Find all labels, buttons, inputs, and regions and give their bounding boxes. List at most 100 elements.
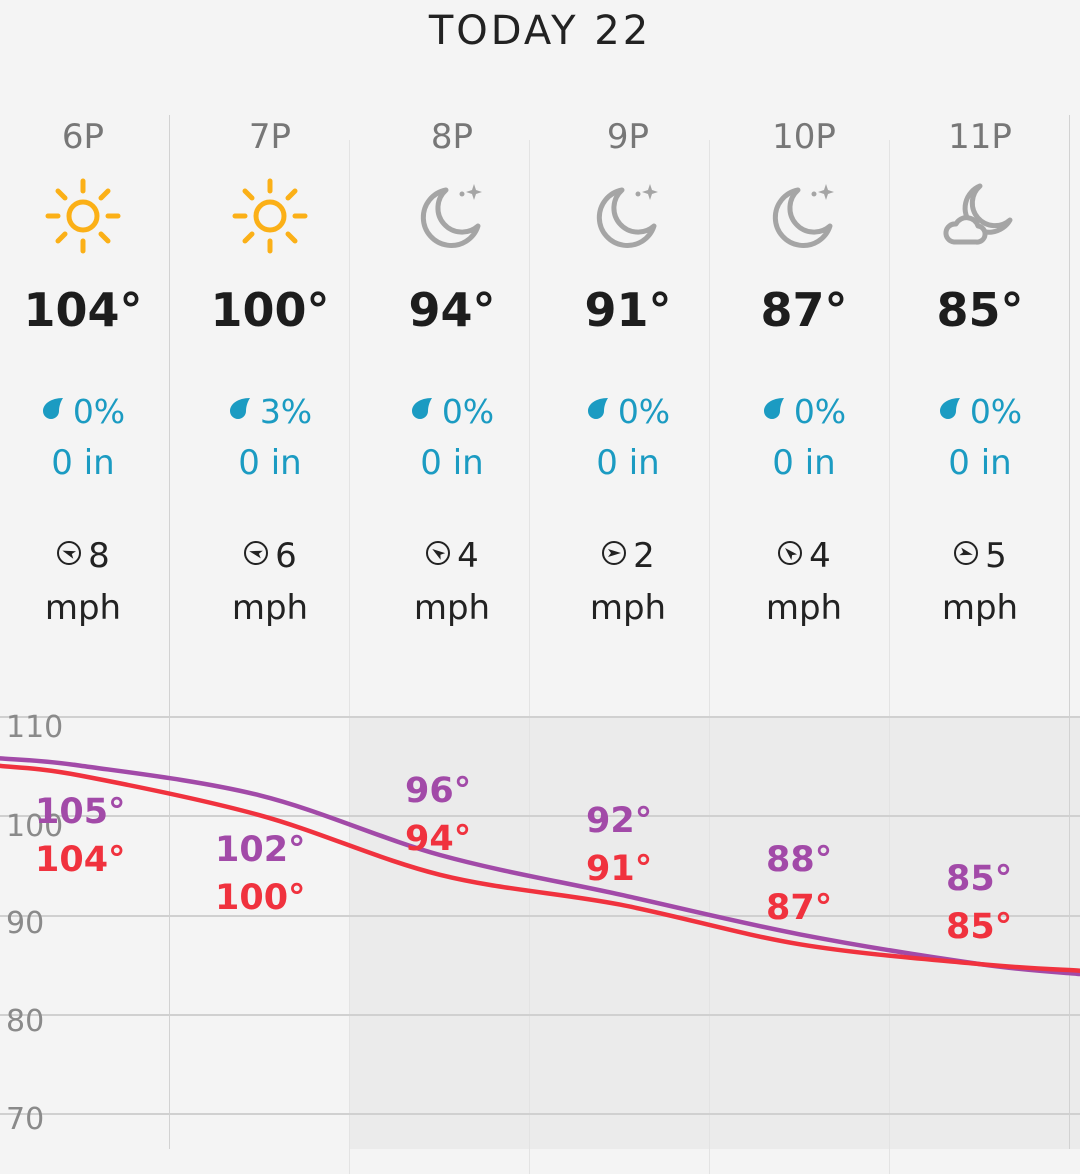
- raindrop-icon: [42, 398, 63, 419]
- chart-gridline: [0, 915, 1080, 917]
- wind-speed-value: 4: [809, 536, 831, 576]
- column-divider: [889, 140, 890, 1174]
- column-divider: [709, 140, 710, 1174]
- hour-label: 7P: [248, 117, 292, 157]
- precip-amount: 0 in: [772, 443, 836, 483]
- wind-direction-icon: [426, 541, 451, 565]
- wind-speed: 4: [362, 536, 542, 576]
- raindrop-icon: [939, 398, 960, 419]
- temperature-value: 91°: [586, 849, 653, 889]
- precip-chance-value: 0%: [793, 392, 847, 431]
- temperature-value: 85°: [946, 907, 1013, 947]
- moon-stars-icon: [412, 176, 492, 256]
- precip-chance-value: 0%: [441, 392, 495, 431]
- y-tick-label: 90: [6, 906, 45, 941]
- wind-speed-value: 8: [88, 536, 110, 576]
- chart-point-label: 92° 91°: [586, 797, 652, 893]
- hour-label: 8P: [430, 117, 474, 157]
- chart-gridline: [0, 1113, 1080, 1115]
- wind-unit: mph: [231, 588, 309, 628]
- y-tick-label: 110: [6, 710, 64, 745]
- y-tick-label: 100: [6, 809, 64, 844]
- wind-unit: mph: [765, 588, 843, 628]
- hour-label: 6P: [61, 117, 105, 157]
- precip-chance: 0%: [538, 392, 718, 431]
- wind-direction-icon: [954, 541, 979, 565]
- hour-label: 9P: [606, 117, 650, 157]
- wind-direction-icon: [57, 541, 82, 565]
- wind-speed: 6: [180, 536, 360, 576]
- feels-like-value: 102°: [215, 830, 306, 870]
- night-shading: [349, 716, 1080, 1149]
- column-divider: [529, 140, 530, 1174]
- hour-label: 11P: [948, 117, 1012, 157]
- temperature-value: 100°: [215, 878, 306, 918]
- precip-chance: 0%: [362, 392, 542, 431]
- temperature-value: 87°: [766, 888, 833, 928]
- temperature-value: 104°: [35, 840, 126, 880]
- hour-column-10p[interactable]: 10P 87° 0% 0 in 4 mph: [714, 0, 894, 700]
- wind-speed-value: 2: [633, 536, 655, 576]
- precip-amount: 0 in: [596, 443, 660, 483]
- wind-unit: mph: [413, 588, 491, 628]
- hour-column-8p[interactable]: 8P 94° 0% 0 in 4 mph: [362, 0, 542, 700]
- sun-icon: [43, 176, 123, 256]
- day-header: TODAY 22: [0, 0, 1080, 70]
- wind-speed-value: 4: [457, 536, 479, 576]
- wind-speed: 2: [538, 536, 718, 576]
- hour-column-11p[interactable]: 11P 85° 0% 0 in 5 mph: [890, 0, 1070, 700]
- moon-stars-icon: [588, 176, 668, 256]
- wind-speed-value: 6: [275, 536, 297, 576]
- chart-point-label: 96° 94°: [405, 767, 471, 863]
- column-divider: [349, 140, 350, 1174]
- chart-point-label: 85° 85°: [946, 855, 1012, 951]
- precip-amount: 0 in: [420, 443, 484, 483]
- precip-chance: 0%: [714, 392, 894, 431]
- hour-column-7p[interactable]: 7P 100° 3% 0 in 6 mph: [180, 0, 360, 700]
- raindrop-icon: [229, 398, 250, 419]
- sun-icon: [230, 176, 310, 256]
- precip-chance-value: 0%: [617, 392, 671, 431]
- temperature: 94°: [408, 283, 496, 337]
- wind-unit: mph: [941, 588, 1019, 628]
- precip-chance: 3%: [180, 392, 360, 431]
- feels-like-value: 88°: [766, 840, 833, 880]
- raindrop-icon: [411, 398, 432, 419]
- chart-point-label: 105° 104°: [35, 788, 126, 884]
- y-tick-label: 70: [6, 1102, 45, 1137]
- hour-label: 10P: [772, 117, 836, 157]
- wind-direction-icon: [244, 541, 269, 565]
- wind-speed: 8: [0, 536, 173, 576]
- temperature: 91°: [584, 283, 672, 337]
- chart-gridline: [0, 716, 1080, 718]
- precip-chance-value: 0%: [969, 392, 1023, 431]
- wind-direction-icon: [778, 541, 803, 565]
- precip-chance-value: 3%: [259, 392, 313, 431]
- temperature: 104°: [23, 283, 143, 337]
- chart-point-label: 88° 87°: [766, 836, 832, 932]
- precip-chance-value: 0%: [72, 392, 126, 431]
- column-divider: [169, 115, 170, 1149]
- moon-cloud-icon: [940, 176, 1020, 256]
- feels-like-value: 96°: [405, 771, 472, 811]
- temperature-chart: [0, 756, 1080, 977]
- feels-like-value: 92°: [586, 801, 653, 841]
- feels-like-value: 105°: [35, 792, 126, 832]
- wind-speed: 5: [890, 536, 1070, 576]
- temperature: 87°: [760, 283, 848, 337]
- raindrop-icon: [587, 398, 608, 419]
- raindrop-icon: [763, 398, 784, 419]
- precip-amount: 0 in: [948, 443, 1012, 483]
- wind-speed-value: 5: [985, 536, 1007, 576]
- wind-direction-icon: [602, 541, 627, 565]
- precip-amount: 0 in: [238, 443, 302, 483]
- hour-column-9p[interactable]: 9P 91° 0% 0 in 2 mph: [538, 0, 718, 700]
- temperature: 100°: [210, 283, 330, 337]
- y-tick-label: 80: [6, 1004, 45, 1039]
- precip-chance: 0%: [890, 392, 1070, 431]
- chart-point-label: 102° 100°: [215, 826, 306, 922]
- moon-stars-icon: [764, 176, 844, 256]
- hour-column-6p[interactable]: 6P 104° 0% 0 in 8 mph: [0, 0, 173, 700]
- column-divider: [1069, 115, 1070, 1149]
- wind-unit: mph: [589, 588, 667, 628]
